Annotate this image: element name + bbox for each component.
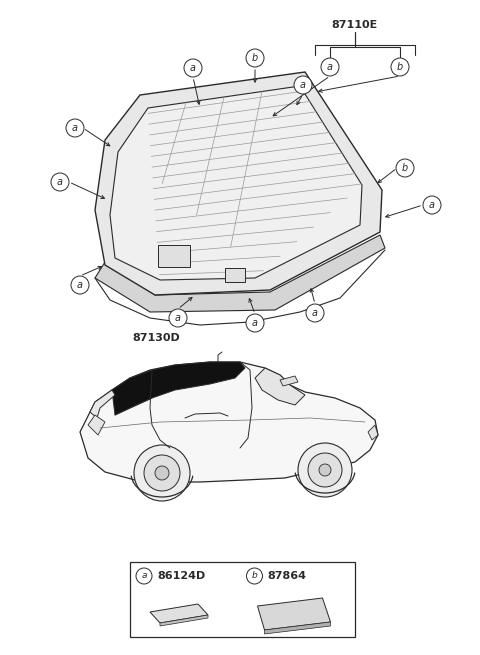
Text: 86124D: 86124D: [157, 571, 205, 581]
Circle shape: [396, 159, 414, 177]
Circle shape: [298, 443, 352, 497]
Text: a: a: [312, 308, 318, 318]
Text: 87110E: 87110E: [332, 20, 378, 30]
Text: a: a: [327, 62, 333, 72]
Text: 87864: 87864: [267, 571, 307, 581]
Polygon shape: [280, 376, 298, 386]
Bar: [225, 268, 245, 282]
Circle shape: [169, 309, 187, 327]
Polygon shape: [160, 615, 208, 626]
Polygon shape: [257, 598, 331, 630]
Circle shape: [306, 304, 324, 322]
Text: b: b: [402, 163, 408, 173]
Bar: [158, 245, 190, 267]
Polygon shape: [110, 86, 362, 280]
Text: a: a: [429, 200, 435, 210]
Circle shape: [391, 58, 409, 76]
Circle shape: [294, 76, 312, 94]
Circle shape: [247, 568, 263, 584]
Circle shape: [155, 466, 169, 480]
Polygon shape: [112, 362, 245, 415]
Text: a: a: [175, 313, 181, 323]
Circle shape: [321, 58, 339, 76]
Text: a: a: [57, 177, 63, 187]
Circle shape: [136, 568, 152, 584]
Text: b: b: [252, 53, 258, 63]
Text: a: a: [190, 63, 196, 73]
Text: a: a: [141, 572, 147, 580]
Polygon shape: [150, 604, 208, 623]
Circle shape: [144, 455, 180, 491]
Circle shape: [246, 314, 264, 332]
Circle shape: [246, 49, 264, 67]
Circle shape: [66, 119, 84, 137]
Circle shape: [184, 59, 202, 77]
Polygon shape: [88, 415, 105, 435]
Text: b: b: [397, 62, 403, 72]
Polygon shape: [264, 622, 331, 634]
Text: a: a: [77, 280, 83, 290]
Circle shape: [319, 464, 331, 476]
Polygon shape: [255, 368, 305, 405]
Polygon shape: [95, 235, 385, 312]
Circle shape: [423, 196, 441, 214]
Text: b: b: [252, 572, 257, 580]
Polygon shape: [95, 72, 382, 295]
Circle shape: [51, 173, 69, 191]
Bar: [130, 562, 355, 637]
Circle shape: [308, 453, 342, 487]
Circle shape: [71, 276, 89, 294]
Text: a: a: [252, 318, 258, 328]
Text: 87130D: 87130D: [132, 333, 180, 343]
Polygon shape: [368, 425, 378, 440]
Polygon shape: [80, 362, 378, 482]
Polygon shape: [90, 390, 115, 418]
Text: a: a: [300, 80, 306, 90]
Circle shape: [134, 445, 190, 501]
Text: a: a: [72, 123, 78, 133]
